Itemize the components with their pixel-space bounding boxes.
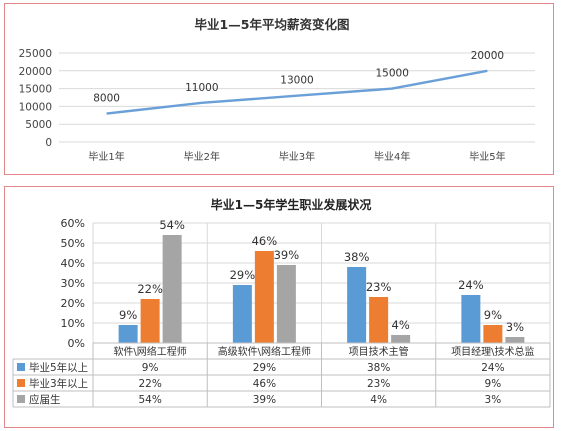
y-tick-label: 15000 bbox=[19, 84, 52, 96]
data-label: 8000 bbox=[93, 93, 120, 105]
x-tick-label: 毕业3年 bbox=[279, 150, 315, 163]
y-tick-label: 5000 bbox=[25, 119, 52, 131]
table-cell: 3% bbox=[485, 394, 502, 406]
table-cell: 23% bbox=[367, 378, 390, 390]
chart-title: 毕业1—5年平均薪资变化图 bbox=[195, 17, 350, 32]
x-tick-label: 毕业4年 bbox=[374, 150, 410, 163]
table-cell: 4% bbox=[370, 394, 387, 406]
data-label: 11000 bbox=[185, 82, 218, 94]
y-tick-label: 0% bbox=[68, 337, 85, 350]
bar-data-label: 29% bbox=[230, 268, 256, 282]
series-line bbox=[106, 69, 488, 115]
bar-data-label: 38% bbox=[344, 250, 370, 264]
bar bbox=[232, 285, 252, 343]
salary-chart-panel: 毕业1—5年平均薪资变化图 0 5000 10000 15000 20000 25000 … bbox=[4, 3, 554, 175]
salary-line-chart: 毕业1—5年平均薪资变化图 0500010000150002000025000 … bbox=[19, 17, 535, 163]
bar bbox=[483, 325, 503, 343]
bar-data-label: 4% bbox=[392, 318, 410, 332]
table-cell: 46% bbox=[253, 378, 276, 390]
bar-data-label: 9% bbox=[484, 308, 502, 322]
y-tick-label: 25000 bbox=[19, 48, 52, 60]
bar bbox=[254, 251, 274, 343]
y-tick-label: 0 bbox=[45, 137, 52, 149]
bar-data-label: 54% bbox=[159, 218, 185, 232]
legend-series-name: 毕业3年以上 bbox=[29, 377, 88, 390]
bar-data-label: 22% bbox=[137, 282, 163, 296]
career-chart-panel: 毕业1—5年学生职业发展状况 0% 10% 20% 30% 40% 50% 60% 9% 29… bbox=[4, 186, 554, 428]
bar bbox=[140, 299, 160, 343]
x-tick-label: 毕业2年 bbox=[184, 150, 220, 163]
data-label: 20000 bbox=[471, 50, 504, 62]
bar-data-label: 39% bbox=[274, 248, 300, 262]
career-bar-chart: 毕业1—5年学生职业发展状况 0% 10% 20% 30% 40% 50% 60% 9% 29… bbox=[12, 197, 551, 408]
bar bbox=[118, 325, 138, 343]
table-column-header: 项目经理\技术总监 bbox=[451, 345, 534, 358]
table-cell: 22% bbox=[138, 378, 161, 390]
y-tick-label: 50% bbox=[61, 237, 85, 250]
y-tick-label: 60% bbox=[61, 217, 85, 230]
y-tick-label: 40% bbox=[61, 257, 85, 270]
table-cell: 39% bbox=[253, 394, 276, 406]
bar bbox=[391, 335, 411, 343]
bar-data-label: 9% bbox=[119, 308, 137, 322]
bar-data-label: 3% bbox=[506, 320, 524, 334]
y-tick-label: 20% bbox=[61, 297, 85, 310]
data-label: 13000 bbox=[280, 75, 313, 87]
table-cell: 9% bbox=[485, 378, 502, 390]
x-tick-label: 毕业5年 bbox=[469, 150, 505, 163]
table-column-header: 项目技术主管 bbox=[349, 345, 409, 358]
table-column-header: 软件\网络工程师 bbox=[113, 345, 186, 358]
x-tick-label: 毕业1年 bbox=[88, 150, 124, 163]
legend-series-name: 应届生 bbox=[29, 393, 61, 406]
legend-key bbox=[17, 395, 25, 403]
legend-key bbox=[17, 379, 25, 387]
table-cell: 29% bbox=[253, 362, 276, 374]
chart-title: 毕业1—5年学生职业发展状况 bbox=[211, 197, 372, 212]
bar bbox=[347, 267, 367, 343]
table-cell: 9% bbox=[142, 362, 159, 374]
bar bbox=[162, 235, 182, 343]
bar-data-label: 24% bbox=[458, 278, 484, 292]
bar bbox=[461, 295, 481, 343]
bar bbox=[505, 337, 525, 343]
table-cell: 24% bbox=[481, 362, 504, 374]
table-cell: 54% bbox=[138, 394, 161, 406]
table-column-header: 高级软件\网络工程师 bbox=[218, 345, 311, 358]
data-label: 15000 bbox=[375, 68, 408, 80]
bar-data-label: 46% bbox=[252, 234, 278, 248]
y-tick-label: 10000 bbox=[19, 101, 52, 113]
bar-data-label: 23% bbox=[366, 280, 392, 294]
y-tick-label: 30% bbox=[61, 277, 85, 290]
y-tick-label: 20000 bbox=[19, 66, 52, 78]
table-cell: 38% bbox=[367, 362, 390, 374]
legend-series-name: 毕业5年以上 bbox=[29, 361, 88, 374]
bar bbox=[369, 297, 389, 343]
bar bbox=[276, 265, 296, 343]
legend-key bbox=[17, 363, 25, 371]
y-tick-label: 10% bbox=[61, 317, 85, 330]
